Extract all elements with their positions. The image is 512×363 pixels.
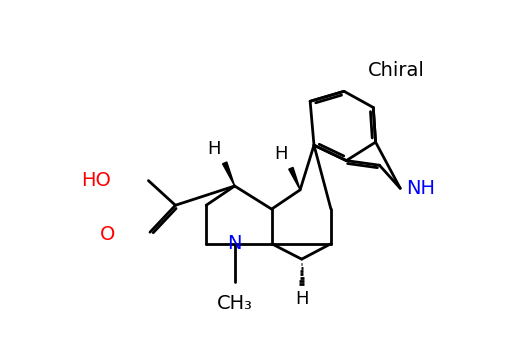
Text: NH: NH (407, 179, 435, 198)
Text: CH₃: CH₃ (217, 294, 252, 313)
Text: H: H (295, 290, 308, 308)
Text: N: N (227, 234, 242, 253)
Text: H: H (274, 145, 288, 163)
Polygon shape (223, 162, 234, 186)
Text: H: H (207, 139, 221, 158)
Text: O: O (100, 225, 115, 244)
Text: HO: HO (81, 171, 112, 190)
Polygon shape (289, 167, 300, 190)
Text: Chiral: Chiral (368, 61, 425, 80)
